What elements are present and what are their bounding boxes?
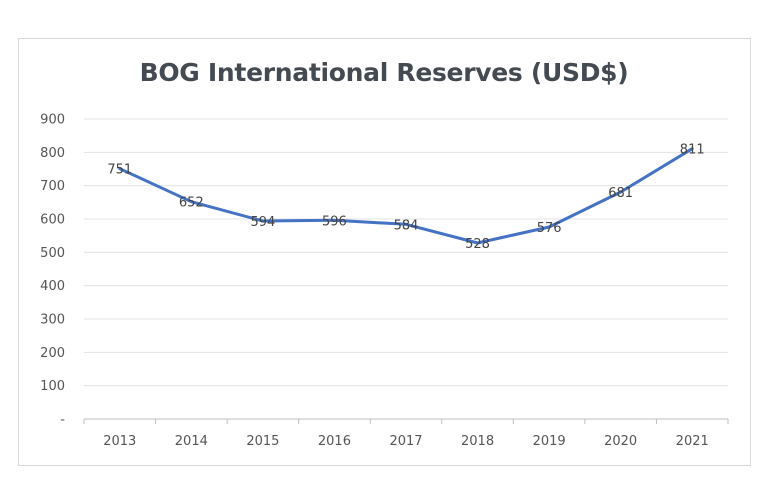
x-tick-label: 2013 (103, 434, 136, 449)
data-label: 652 (179, 196, 204, 211)
y-tick-label: - (60, 413, 65, 428)
y-tick-label: 100 (40, 379, 65, 394)
data-label: 576 (537, 221, 562, 236)
series-line (118, 147, 694, 245)
data-label: 594 (250, 215, 275, 230)
x-tick-label: 2020 (604, 434, 637, 449)
data-label: 584 (394, 218, 419, 233)
x-tick-label: 2018 (461, 434, 494, 449)
x-tick-label: 2019 (533, 434, 566, 449)
y-tick-label: 400 (40, 279, 65, 294)
chart-title: BOG International Reserves (USD$) (139, 58, 629, 87)
data-label: 681 (608, 186, 633, 201)
data-label: 751 (107, 163, 132, 178)
y-tick-label: 700 (40, 179, 65, 194)
y-tick-label: 600 (40, 213, 65, 228)
y-tick-label: 300 (40, 313, 65, 328)
data-label: 528 (465, 237, 490, 252)
data-label: 811 (680, 143, 705, 158)
y-tick-label: 800 (40, 146, 65, 161)
y-tick-label: 900 (40, 113, 65, 128)
x-tick-label: 2021 (676, 434, 709, 449)
y-tick-label: 500 (40, 246, 65, 261)
x-tick-label: 2016 (318, 434, 351, 449)
data-label: 596 (322, 214, 347, 229)
x-tick-label: 2017 (389, 434, 422, 449)
x-tick-label: 2014 (175, 434, 208, 449)
y-tick-label: 200 (40, 346, 65, 361)
x-tick-label: 2015 (246, 434, 279, 449)
